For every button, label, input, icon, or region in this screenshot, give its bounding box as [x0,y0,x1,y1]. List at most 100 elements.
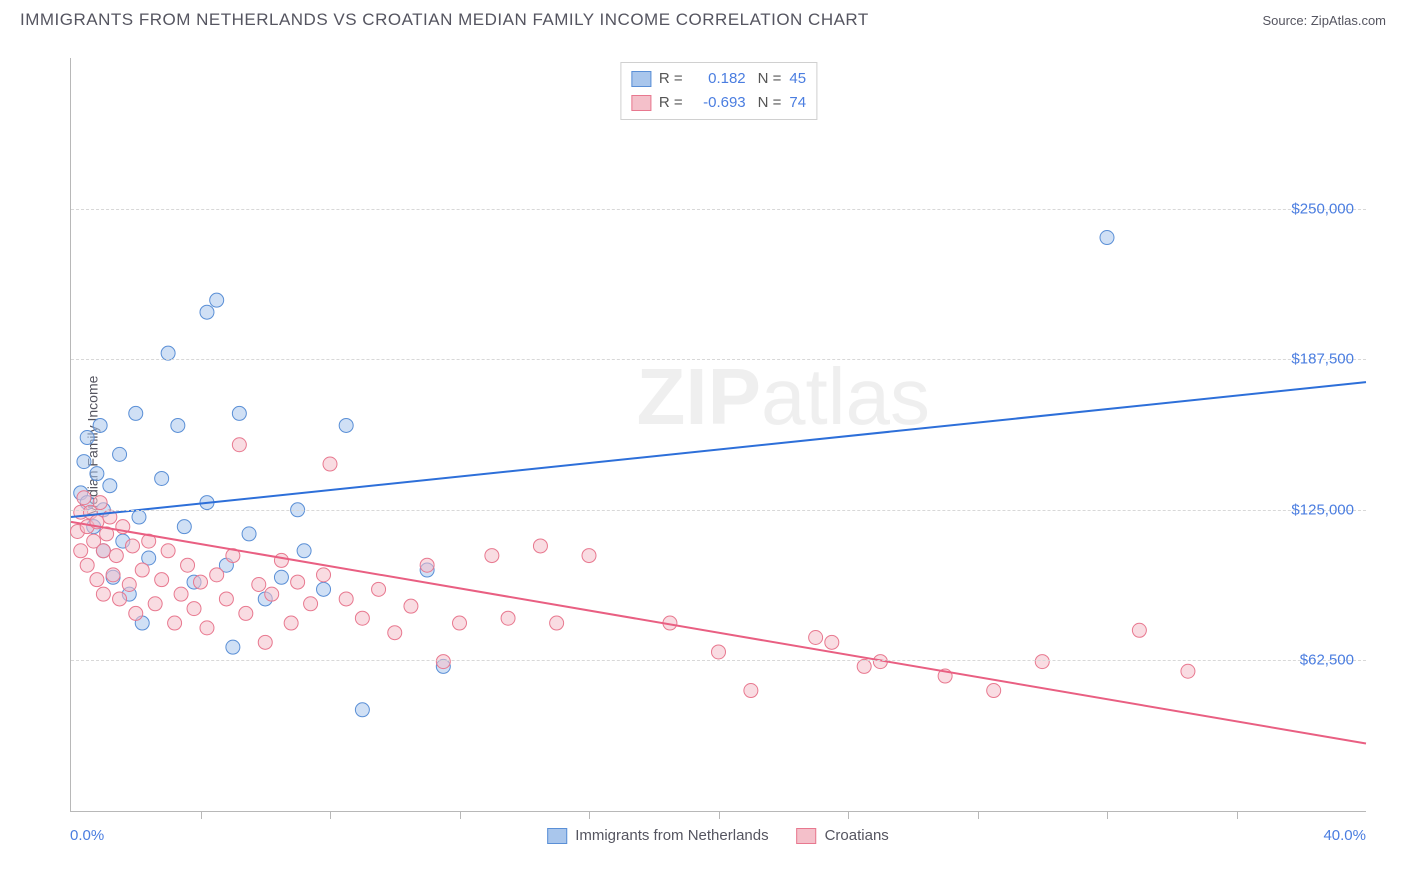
chart-title: IMMIGRANTS FROM NETHERLANDS VS CROATIAN … [20,10,869,30]
data-point [113,447,127,461]
r-value: -0.693 [691,91,746,115]
data-point [258,635,272,649]
y-tick-label: $187,500 [1291,351,1354,368]
r-equals: R = [659,67,683,91]
y-tick-label: $125,000 [1291,501,1354,518]
data-point [129,406,143,420]
legend-item: Croatians [797,827,889,844]
data-point [161,544,175,558]
data-point [420,558,434,572]
data-point [252,577,266,591]
legend-label: Immigrants from Netherlands [575,827,768,844]
source-label: Source: ZipAtlas.com [1262,13,1386,28]
x-tick [589,811,590,819]
data-point [242,527,256,541]
x-tick [978,811,979,819]
data-point [239,606,253,620]
data-point [533,539,547,553]
data-point [113,592,127,606]
data-point [77,455,91,469]
data-point [96,544,110,558]
data-point [317,582,331,596]
data-point [200,621,214,635]
data-point [284,616,298,630]
x-tick [330,811,331,819]
n-equals: N = [758,91,782,115]
legend-row: R = 0.182 N = 45 [631,67,806,91]
data-point [265,587,279,601]
data-point [744,684,758,698]
data-point [93,418,107,432]
data-point [291,575,305,589]
data-point [219,592,233,606]
data-point [317,568,331,582]
data-point [90,573,104,587]
plot-box: ZIPatlas R =0.182N =45R =-0.693N =74 $62… [70,58,1366,812]
data-point [80,558,94,572]
correlation-legend: R = 0.182 N = 45R = -0.693 N = 74 [620,62,817,120]
data-point [355,611,369,625]
data-point [404,599,418,613]
data-point [274,570,288,584]
data-point [96,587,110,601]
gridline-h [71,510,1366,511]
data-point [485,549,499,563]
n-value: 74 [789,91,806,115]
data-point [148,597,162,611]
data-point [339,418,353,432]
data-point [135,563,149,577]
n-value: 45 [789,67,806,91]
data-point [1181,664,1195,678]
legend-swatch [631,95,651,111]
x-tick [1107,811,1108,819]
data-point [168,616,182,630]
data-point [1035,655,1049,669]
data-point [809,631,823,645]
trendline [71,382,1366,517]
x-tick [1237,811,1238,819]
title-bar: IMMIGRANTS FROM NETHERLANDS VS CROATIAN … [0,0,1406,36]
gridline-h [71,660,1366,661]
data-point [857,659,871,673]
data-point [825,635,839,649]
data-point [181,558,195,572]
n-equals: N = [758,67,782,91]
data-point [453,616,467,630]
y-tick-label: $250,000 [1291,200,1354,217]
x-tick [460,811,461,819]
data-point [582,549,596,563]
y-tick-label: $62,500 [1300,652,1354,669]
data-point [1132,623,1146,637]
r-value: 0.182 [691,67,746,91]
data-point [372,582,386,596]
data-point [155,573,169,587]
data-point [712,645,726,659]
data-point [232,406,246,420]
legend-item: Immigrants from Netherlands [547,827,768,844]
gridline-h [71,209,1366,210]
data-point [129,606,143,620]
data-point [93,496,107,510]
data-point [177,520,191,534]
trendline [71,522,1366,744]
data-point [550,616,564,630]
chart-area: Median Family Income ZIPatlas R =0.182N … [50,50,1386,842]
data-point [74,544,88,558]
data-point [210,568,224,582]
data-point [339,592,353,606]
x-tick [848,811,849,819]
data-point [126,539,140,553]
data-point [304,597,318,611]
data-point [187,602,201,616]
legend-swatch [797,828,817,844]
data-point [132,510,146,524]
legend-row: R =-0.693N =74 [631,91,806,115]
data-point [355,703,369,717]
series-legend: Immigrants from Netherlands Croatians [547,827,889,844]
data-point [226,640,240,654]
legend-swatch [547,828,567,844]
data-point [323,457,337,471]
x-tick [201,811,202,819]
data-point [388,626,402,640]
legend-label: Croatians [825,827,889,844]
